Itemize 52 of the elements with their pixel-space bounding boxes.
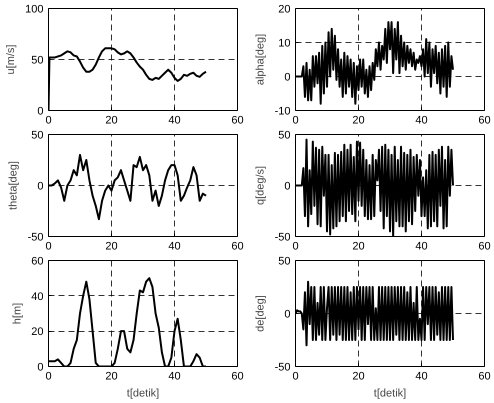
x-tick-label: 60	[231, 370, 244, 382]
y-axis-title: q[deg/s]	[254, 166, 267, 206]
x-tick-label: 20	[352, 240, 365, 252]
y-tick-label: 20	[278, 4, 291, 16]
y-axis-title: u[m/s]	[5, 44, 18, 74]
x-tick-label: 60	[231, 240, 244, 252]
y-tick-label: 50	[31, 54, 44, 66]
x-tick-label: 60	[478, 370, 491, 382]
y-axis-title: theta[deg]	[8, 161, 20, 210]
y-axis-title: alpha[deg]	[254, 34, 267, 86]
x-tick-label: 0	[292, 370, 299, 382]
y-tick-label: -10	[274, 106, 291, 118]
x-tick-label: 40	[415, 114, 428, 126]
y-axis-title: de[deg]	[254, 295, 267, 332]
y-tick-label: 50	[31, 130, 44, 142]
y-tick-label: -50	[274, 362, 291, 374]
x-axis-title: t[detik]	[374, 388, 406, 400]
x-tick-label: 0	[292, 114, 299, 126]
x-tick-label: 40	[415, 240, 428, 252]
x-tick-label: 0	[45, 240, 52, 252]
y-tick-label: 0	[284, 308, 291, 320]
x-tick-label: 20	[352, 370, 365, 382]
x-tick-label: 20	[352, 114, 365, 126]
y-tick-label: -50	[28, 232, 44, 244]
y-tick-label: 0	[284, 72, 291, 84]
y-axis-title: h[m]	[11, 302, 24, 324]
x-tick-label: 0	[292, 240, 299, 252]
y-tick-label: 10	[278, 38, 291, 50]
y-tick-label: 0	[37, 106, 44, 118]
y-tick-label: 0	[37, 362, 44, 374]
x-tick-label: 0	[45, 370, 52, 382]
x-tick-label: 40	[168, 370, 181, 382]
x-tick-label: 40	[168, 240, 181, 252]
x-tick-label: 20	[105, 370, 118, 382]
x-tick-label: 40	[415, 370, 428, 382]
x-tick-label: 60	[478, 114, 491, 126]
x-tick-label: 0	[45, 114, 52, 126]
y-tick-label: 40	[31, 290, 44, 303]
x-tick-label: 20	[105, 114, 118, 126]
y-tick-label: 100	[25, 4, 44, 16]
y-tick-label: -50	[274, 232, 291, 244]
y-tick-label: 50	[278, 130, 291, 142]
y-tick-label: 60	[31, 256, 44, 268]
x-axis-title: t[detik]	[126, 388, 160, 400]
x-tick-label: 40	[168, 114, 181, 126]
y-tick-label: 0	[37, 180, 44, 192]
y-tick-label: 20	[31, 326, 44, 338]
x-tick-label: 60	[478, 240, 491, 252]
x-tick-label: 20	[105, 240, 118, 252]
x-tick-label: 60	[231, 114, 244, 126]
y-tick-label: 50	[278, 256, 291, 268]
y-tick-label: 0	[284, 180, 291, 192]
